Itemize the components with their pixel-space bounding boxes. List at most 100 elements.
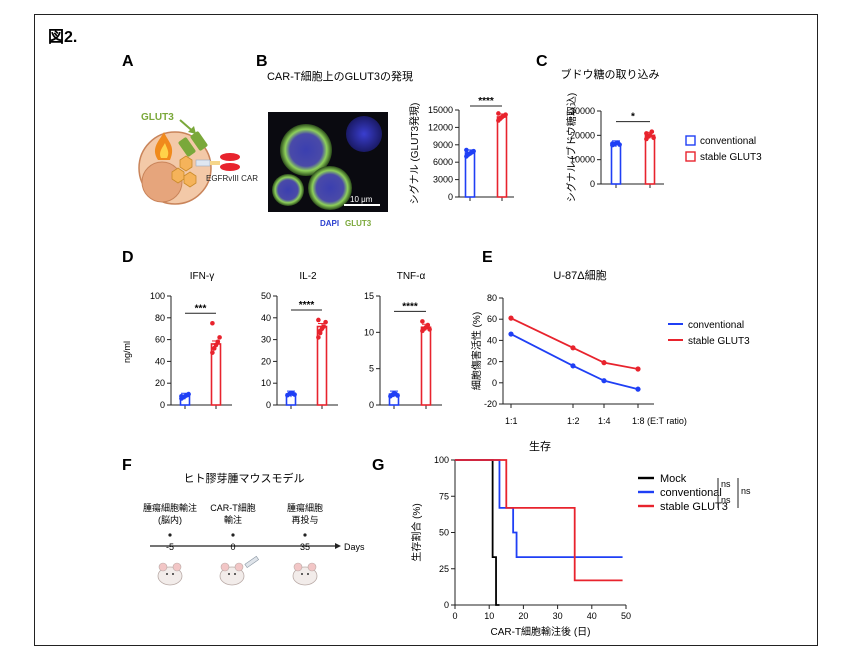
significance-label-D1: *** — [195, 303, 207, 314]
panel-letter-d: D — [122, 249, 134, 266]
y-tick-label-B-1: 3000 — [433, 175, 453, 185]
legend-top-conventional: conventional — [700, 136, 756, 147]
timeline-arrowhead — [335, 543, 341, 549]
timeline-event-3-time: 35 — [300, 542, 310, 552]
data-point-D1-1-6 — [211, 346, 217, 351]
data-point-B-0-6 — [465, 151, 471, 157]
data-point-B-1-5 — [496, 111, 501, 116]
y-tick-label-C-1: 10000 — [570, 155, 595, 165]
microscopy-cell-1 — [280, 124, 332, 176]
glut3-transporter-icon — [178, 131, 208, 157]
legend-dapi: DAPI — [320, 219, 339, 228]
y-tick-label-D2-0: 0 — [266, 400, 271, 410]
y-tick-label-E-5: 80 — [487, 293, 497, 303]
data-point-D3-1-3 — [425, 322, 431, 328]
survival-line-G-2 — [455, 459, 623, 582]
timeline-unit: Days — [344, 542, 365, 552]
bar-B-1 — [496, 116, 508, 198]
y-tick-label-D1-1: 20 — [155, 378, 165, 388]
significance-label-C: * — [631, 112, 635, 123]
data-point-D3-0-4 — [395, 393, 400, 398]
y-tick-label-C-2: 20000 — [570, 130, 595, 140]
data-point-C-1-5 — [644, 131, 649, 136]
y-tick-label-C-0: 0 — [590, 179, 595, 189]
y-tick-label-B-3: 9000 — [433, 140, 453, 150]
data-point-D2-1-0 — [316, 335, 321, 340]
data-point-D2-1-3 — [321, 324, 327, 329]
data-point-C-1-4 — [651, 135, 656, 141]
timeline-event-2-label1: CAR-T細胞 — [210, 502, 256, 513]
series-point-E-0-3 — [635, 386, 641, 392]
y-tick-label-D1-0: 0 — [160, 400, 165, 410]
bar-C-0 — [610, 143, 622, 185]
chart-c: 0 10000 20000 30000 * シグナル (ブドウ糖取込) — [565, 93, 664, 202]
series-line-E-1 — [510, 317, 639, 370]
legend-top-stable-swatch — [685, 151, 696, 162]
data-point-B-1-4 — [503, 112, 508, 117]
panel-letter-b: B — [256, 53, 268, 70]
y-tick-label-E-1: 0 — [492, 378, 497, 388]
data-point-D1-1-4 — [217, 335, 222, 340]
panel-d-ylabel: ng/ml — [122, 341, 132, 363]
y-tick-label-G-3: 75 — [439, 491, 449, 501]
y-tick-label-D3-2: 10 — [364, 327, 374, 337]
chart-title-E: U-87Δ細胞 — [553, 269, 606, 282]
y-tick-label-D3-3: 15 — [364, 291, 374, 301]
y-tick-label-E-2: 20 — [487, 357, 497, 367]
scale-bar-label: 10 μm — [350, 195, 373, 204]
mouse-icon-1 — [157, 562, 183, 586]
legend-top-stable: stable GLUT3 — [700, 152, 762, 163]
car-label: EGFRvIII CAR — [206, 174, 258, 183]
y-tick-label-D3-1: 5 — [369, 364, 374, 374]
panel-letter-f: F — [122, 457, 132, 474]
data-point-D1-1-3 — [215, 339, 221, 345]
data-point-B-0-5 — [464, 147, 469, 153]
x-tick-label-G-5: 50 — [621, 611, 631, 621]
legend-label-E-1: stable GLUT3 — [688, 336, 750, 347]
y-tick-label-D2-2: 20 — [261, 356, 271, 366]
legend-top-conventional-swatch — [685, 135, 696, 146]
legend-top: conventional stable GLUT3 — [685, 135, 762, 163]
legend-label-G-1: conventional — [660, 487, 722, 499]
significance-label-B: **** — [478, 96, 494, 107]
panel-f-timeline: ヒト膠芽腫マウスモデル Days 腫瘍細胞輸注 (脳内) -5 CAR-T細胞 … — [143, 471, 365, 586]
data-point-B-0-4 — [471, 148, 476, 154]
legend-label-G-0: Mock — [660, 473, 687, 485]
y-tick-label-E-0: -20 — [484, 399, 497, 409]
chart-title-D1: IFN-γ — [190, 271, 214, 282]
series-point-E-0-1 — [570, 363, 576, 369]
panel-b-title: CAR-T細胞上のGLUT3の発現 — [267, 69, 413, 83]
y-tick-label-B-4: 12000 — [428, 122, 453, 132]
y-tick-label-B-0: 0 — [448, 192, 453, 202]
flame-core-icon — [160, 143, 169, 158]
y-axis-label-E: 細胞傷害活性 (%) — [470, 312, 483, 390]
survival-line-G-1 — [455, 459, 623, 559]
chart-d-tnf: 0 5 10 15 **** TNF-α — [364, 271, 442, 410]
panel-letter-c: C — [536, 53, 548, 70]
timeline-event-1-time: -5 — [166, 542, 174, 552]
data-point-C-0-4 — [617, 142, 622, 147]
data-point-D1-1-0 — [210, 350, 215, 355]
x-tick-label-G-0: 0 — [452, 611, 457, 621]
timeline-event-2-label2: 輸注 — [224, 514, 242, 525]
panel-a-schematic: GLUT3 EGFRvIII CAR — [138, 112, 258, 205]
x-tick-label-G-1: 10 — [484, 611, 494, 621]
ns-label-3: ns — [721, 495, 731, 505]
chart-title-D3: TNF-α — [397, 271, 426, 282]
data-point-D2-1-5 — [316, 317, 321, 323]
timeline-event-1: 腫瘍細胞輸注 (脳内) -5 — [143, 502, 197, 552]
data-point-C-0-5 — [610, 141, 615, 146]
y-axis-label-G: 生存割合 (%) — [410, 503, 423, 561]
y-tick-label-E-4: 60 — [487, 314, 497, 324]
chart-title-G: 生存 — [529, 439, 551, 453]
y-tick-label-G-4: 100 — [434, 455, 449, 465]
y-tick-label-D3-0: 0 — [369, 400, 374, 410]
y-tick-label-G-2: 50 — [439, 528, 449, 538]
x-tick-label-E-1: 1:2 — [567, 416, 580, 426]
timeline-event-2: CAR-T細胞 輸注 0 — [210, 502, 256, 552]
y-tick-label-G-1: 25 — [439, 564, 449, 574]
significance-label-D2: **** — [299, 300, 315, 311]
legend-label-G-2: stable GLUT3 — [660, 501, 728, 513]
significance-label-D3: **** — [402, 301, 418, 312]
